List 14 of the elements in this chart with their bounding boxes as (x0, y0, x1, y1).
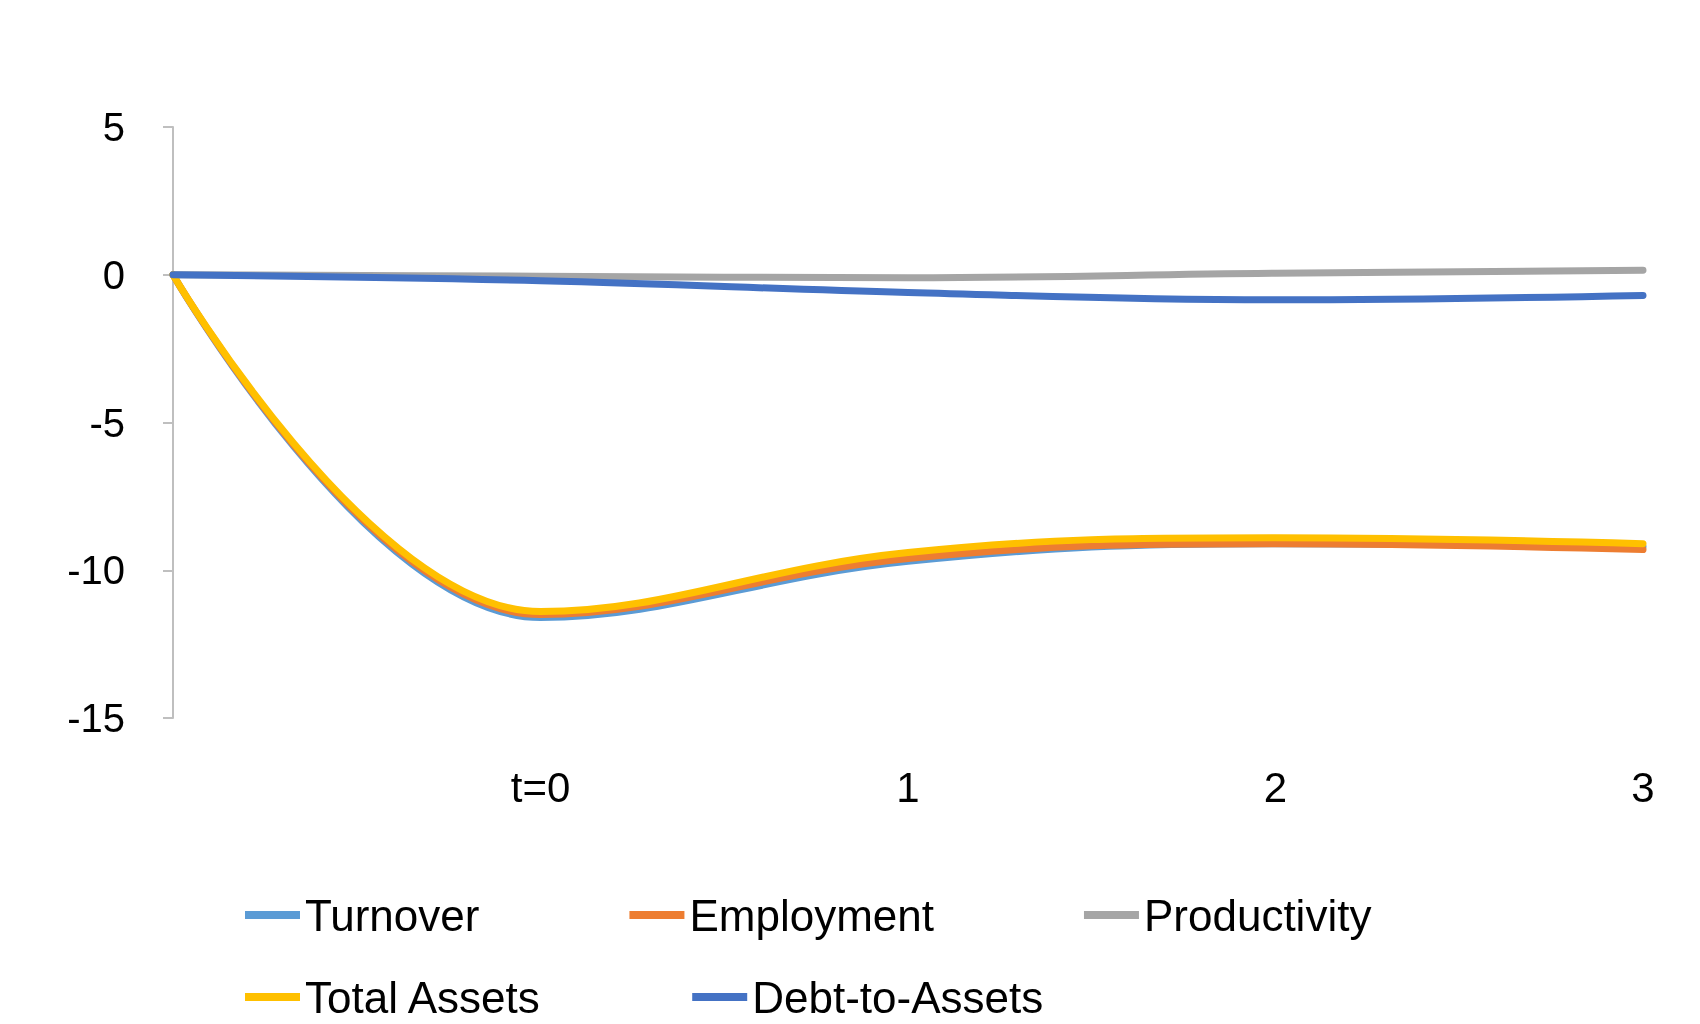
x-tick-label: 3 (1631, 763, 1655, 811)
legend-label: Turnover (305, 890, 480, 940)
y-tick-label: 5 (102, 105, 125, 149)
legend-label: Debt-to-Assets (752, 972, 1044, 1022)
legend-label: Total Assets (305, 972, 540, 1022)
y-tick-label: -10 (67, 548, 125, 593)
x-tick-label: 2 (1263, 763, 1288, 811)
legend-label: Productivity (1143, 890, 1372, 940)
y-tick-label: -15 (67, 696, 125, 740)
legend-label: Employment (689, 890, 934, 940)
y-tick-label: -5 (89, 400, 125, 445)
x-tick-label: t=0 (510, 763, 571, 811)
y-tick-label: 0 (102, 252, 125, 297)
x-tick-label: 1 (896, 763, 920, 811)
